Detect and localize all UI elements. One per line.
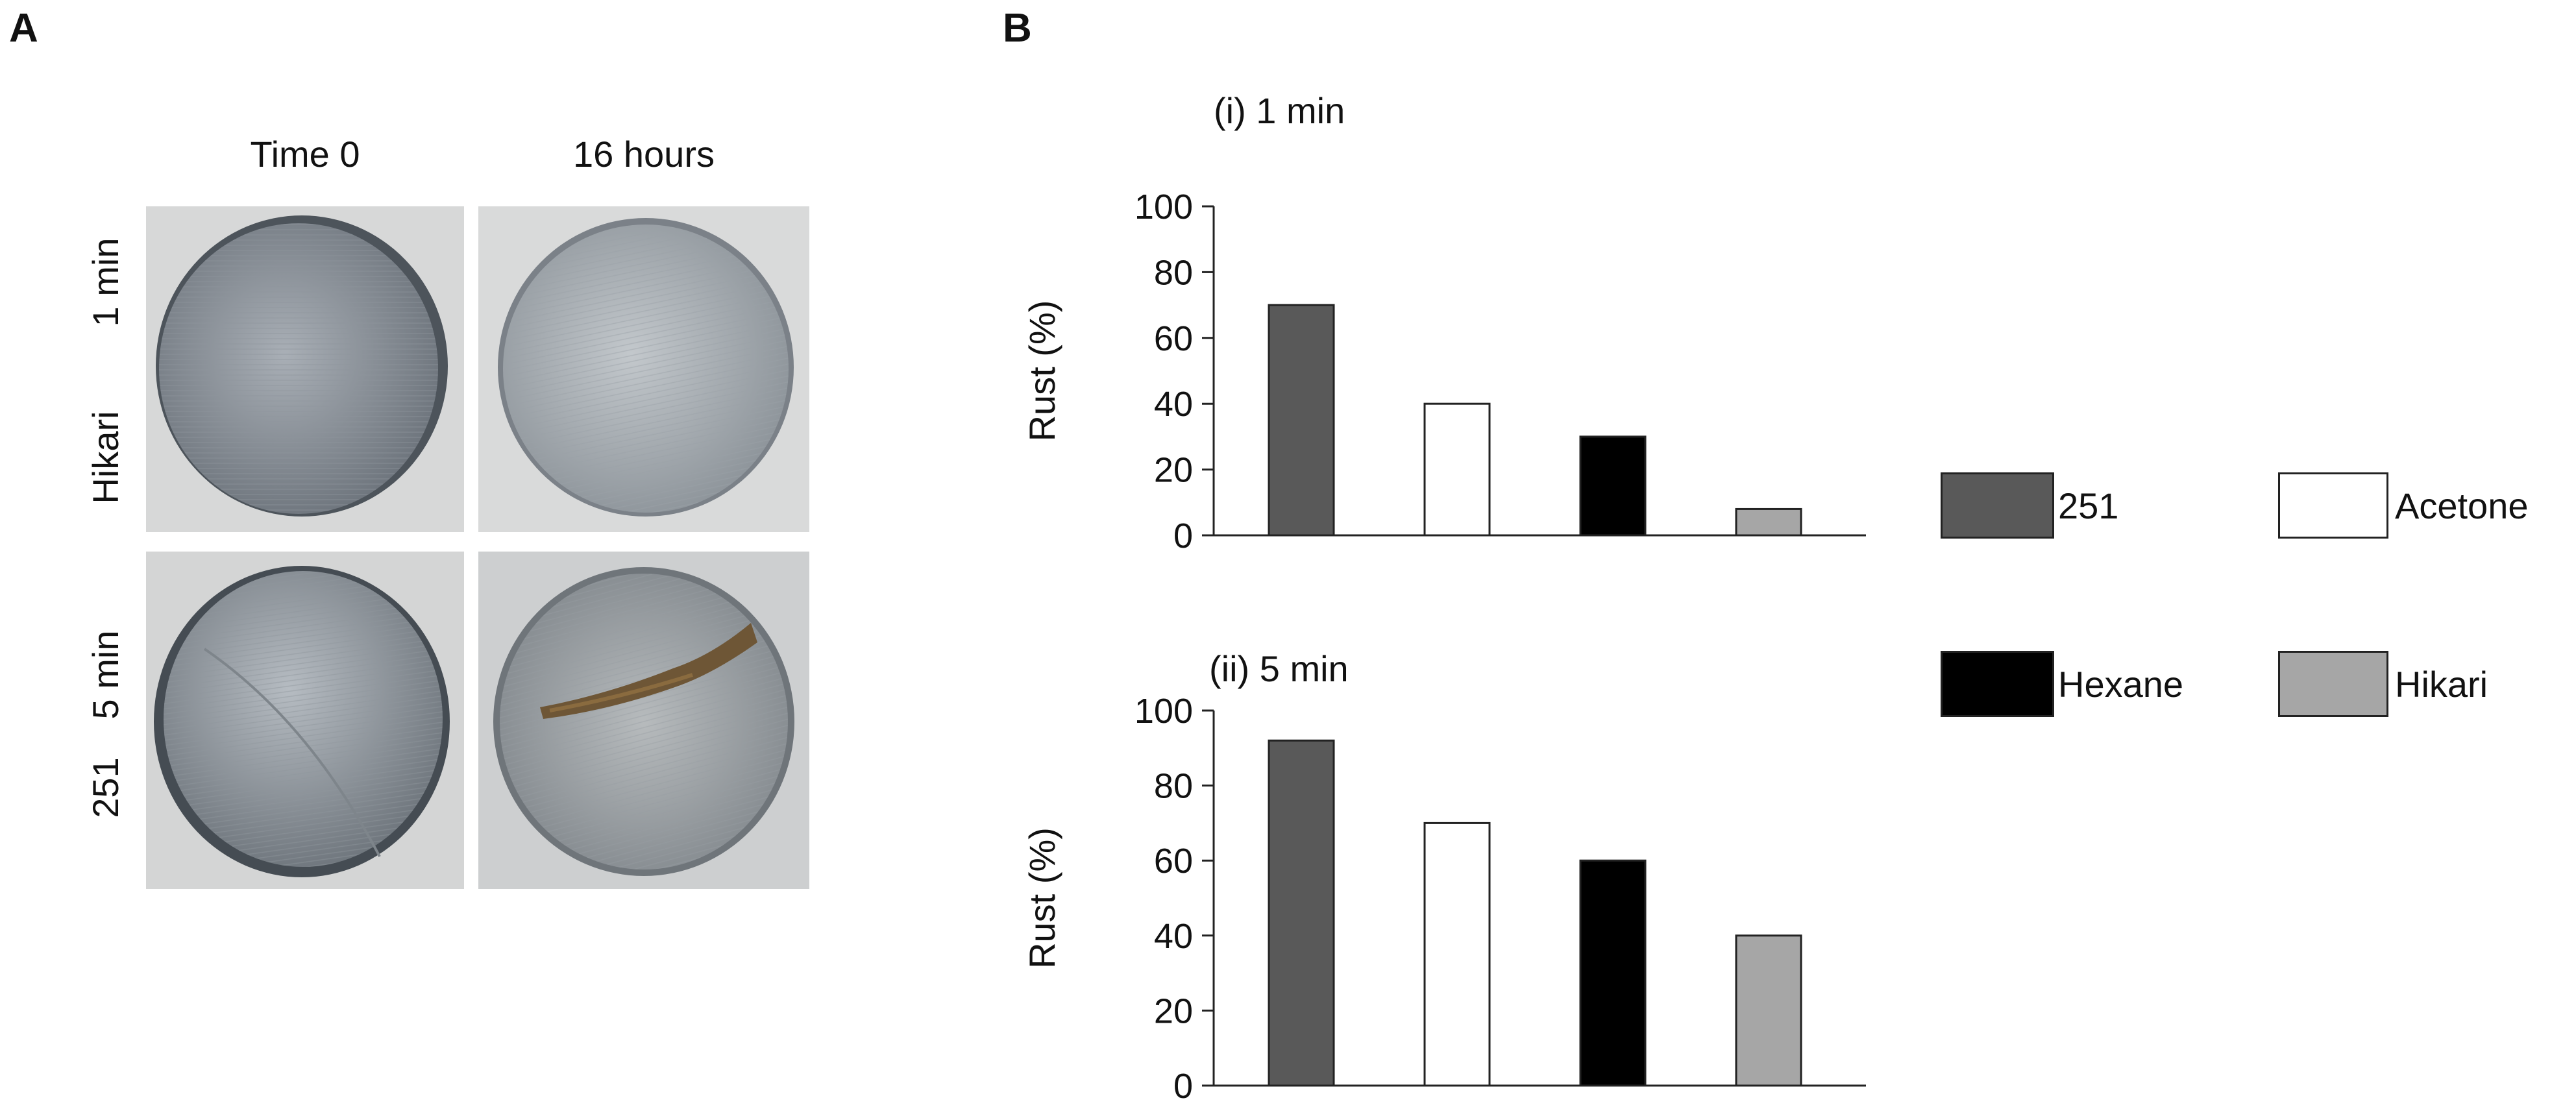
chart2-bar-hikari xyxy=(1735,934,1802,1087)
chart2-title: (ii) 5 min xyxy=(1209,648,1349,689)
legend-swatch-hexane xyxy=(1941,651,2054,717)
photo-hikari-16hours xyxy=(478,206,809,532)
legend-label-hikari: Hikari xyxy=(2395,663,2488,705)
chart1-ytick-label-3: 60 xyxy=(1154,319,1193,358)
panel-b-letter: B xyxy=(1003,6,1032,51)
panel-a-letter: A xyxy=(9,6,38,51)
chart1-ytick-label-2: 40 xyxy=(1154,385,1193,424)
legend-item-hikari: Hikari xyxy=(2278,651,2488,717)
chart2-ytick-label-5: 100 xyxy=(1135,692,1193,731)
chart1-ylabel: Rust (%) xyxy=(1022,300,1062,442)
chart1-bar-acetone xyxy=(1423,402,1491,537)
chart2-bar-acetone xyxy=(1423,821,1491,1087)
legend-item-hexane: Hexane xyxy=(1941,651,2183,717)
photo-251-16hours xyxy=(478,552,809,889)
legend-swatch-hikari xyxy=(2278,651,2388,717)
chart2-ylabel: Rust (%) xyxy=(1022,827,1062,969)
photo-251-time0 xyxy=(146,552,464,889)
legend-item-acetone: Acetone xyxy=(2278,472,2529,539)
col-header-time0: Time 0 xyxy=(250,134,360,175)
chart1-bar-hikari xyxy=(1735,507,1802,537)
chart1-ytick-label-5: 100 xyxy=(1135,188,1193,226)
chart2-bar-hexane xyxy=(1579,859,1647,1087)
chart1-title: (i) 1 min xyxy=(1214,90,1345,131)
chart1-bar-hexane xyxy=(1579,435,1647,537)
chart2-ytick-label-3: 60 xyxy=(1154,842,1193,881)
chart2-ytick-label-4: 80 xyxy=(1154,767,1193,806)
legend-item-251: 251 xyxy=(1941,472,2118,539)
chart1-ytick-label-4: 80 xyxy=(1154,253,1193,292)
legend-label-251: 251 xyxy=(2058,485,2119,526)
chart2-ytick-label-1: 20 xyxy=(1154,991,1193,1030)
photo-hikari-time0 xyxy=(146,206,464,532)
legend-label-hexane: Hexane xyxy=(2058,663,2184,705)
legend-label-acetone: Acetone xyxy=(2395,485,2529,526)
chart2-ytick-label-0: 0 xyxy=(1173,1067,1193,1106)
col-header-16hours: 16 hours xyxy=(573,134,715,175)
chart2-bar-251 xyxy=(1268,739,1335,1087)
legend-swatch-acetone xyxy=(2278,472,2388,539)
chart1-ytick-label-1: 20 xyxy=(1154,451,1193,490)
chart2-ytick-label-2: 40 xyxy=(1154,917,1193,956)
chart1-ytick-label-0: 0 xyxy=(1173,517,1193,555)
chart1-bar-251 xyxy=(1268,304,1335,537)
legend-swatch-251 xyxy=(1941,472,2054,539)
